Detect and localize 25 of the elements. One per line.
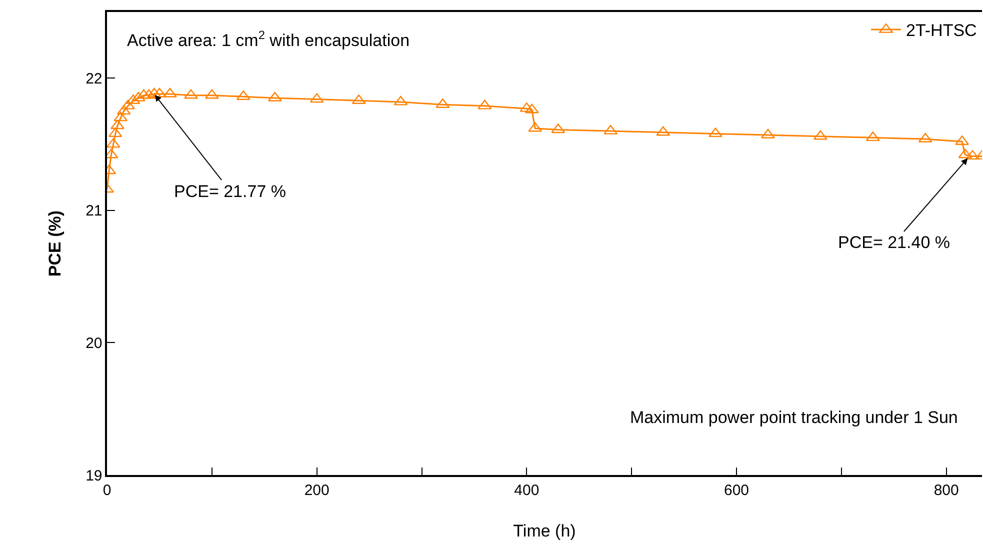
- x-tick-label: 400: [514, 482, 540, 499]
- annotation: Active area: 1 cm$^{2}$ with encapsulation: [127, 28, 410, 50]
- annotation: PCE= 21.40 %: [838, 233, 950, 252]
- y-tick-label: 21: [86, 202, 102, 220]
- point: [761, 128, 775, 138]
- point: [132, 92, 146, 102]
- y-tick-label: 20: [86, 334, 102, 352]
- y-tick-label: 22: [86, 70, 102, 88]
- x-tick-label: 600: [724, 482, 750, 499]
- x-tick-label: 200: [304, 482, 330, 499]
- point: [110, 120, 124, 130]
- x-tick-label: 800: [934, 482, 959, 499]
- point: [152, 88, 166, 98]
- point: [142, 89, 156, 99]
- annotation: PCE= 21.77 %: [174, 182, 286, 201]
- annotation: Maximum power point tracking under 1 Sun: [630, 408, 958, 427]
- y-axis-title: PCE (%): [46, 210, 65, 277]
- y-tick-label: 19: [86, 467, 102, 484]
- point: [121, 100, 135, 110]
- x-tick-label: 0: [102, 482, 112, 499]
- x-axis-title: Time (h): [513, 522, 576, 540]
- point: [107, 138, 120, 148]
- point: [708, 128, 722, 138]
- point: [163, 88, 177, 98]
- legend-label: 2T-HTSC: [906, 21, 977, 40]
